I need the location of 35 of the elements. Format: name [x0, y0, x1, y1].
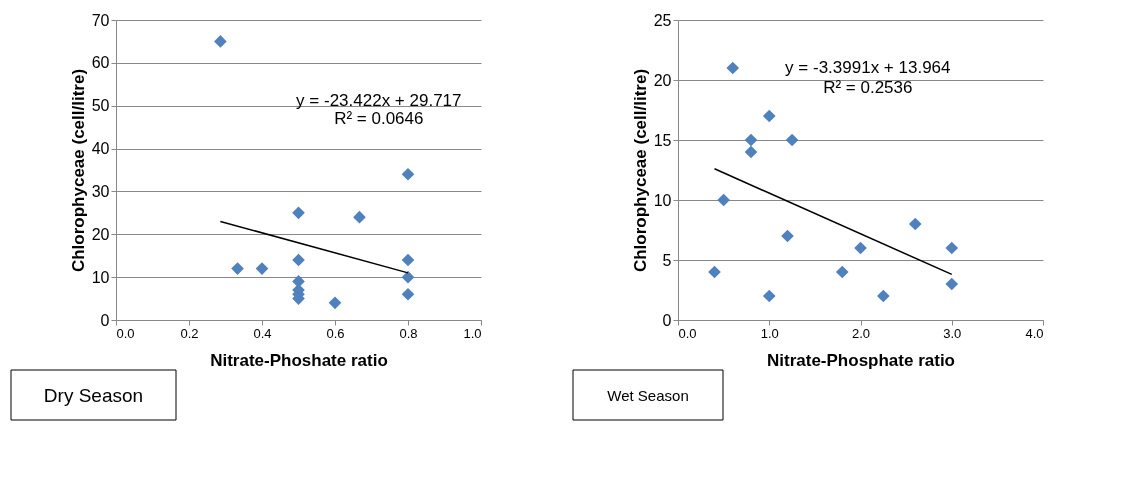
annotation: R² = 0.2536: [823, 77, 913, 97]
y-axis-title: Chlorophyceae (cell/litre): [68, 68, 88, 273]
annotation: R² = 0.0646: [334, 109, 424, 128]
y-tick-label: 50: [91, 97, 110, 115]
x-tick-label: 1.0: [760, 325, 779, 341]
y-tick-label: 10: [653, 191, 672, 209]
y-tick-label: 30: [91, 182, 110, 200]
y-tick-label: 15: [653, 131, 672, 149]
y-tick-label: 0: [662, 311, 672, 329]
annotation: y = -3.3991x + 13.964: [785, 58, 951, 77]
x-tick-label: 3.0: [943, 325, 962, 341]
y-tick-label: 70: [91, 11, 110, 29]
y-tick-label: 60: [91, 54, 110, 72]
x-axis-title: Nitrate-Phosphate ratio: [767, 350, 955, 370]
y-tick-label: 40: [91, 140, 110, 158]
y-tick-label: 0: [100, 311, 110, 329]
x-tick-label: 4.0: [1025, 325, 1044, 341]
y-tick-label: 20: [653, 71, 672, 89]
x-tick-label: 0.0: [678, 325, 697, 341]
x-tick-label: 0.2: [180, 325, 199, 341]
y-tick-label: 20: [91, 225, 110, 243]
y-axis-title: Chlorophyceae (cell/litre): [630, 68, 650, 273]
x-tick-label: 1.0: [463, 325, 482, 341]
text: Wet Season: [607, 387, 689, 404]
x-tick-label: 0.8: [399, 325, 418, 341]
y-tick-label: 25: [653, 11, 672, 29]
x-tick-label: 0.6: [326, 325, 345, 341]
x-tick-label: 2.0: [851, 325, 871, 341]
x-tick-label: 0.4: [253, 325, 272, 341]
y-tick-label: 5: [662, 251, 672, 269]
annotation: y = -23.422x + 29.717: [296, 91, 462, 110]
y-tick-label: 10: [91, 268, 110, 286]
text: Dry Season: [43, 385, 144, 406]
x-tick-label: 0.0: [116, 325, 135, 341]
x-axis-title: Nitrate-Phoshate ratio: [210, 350, 388, 370]
